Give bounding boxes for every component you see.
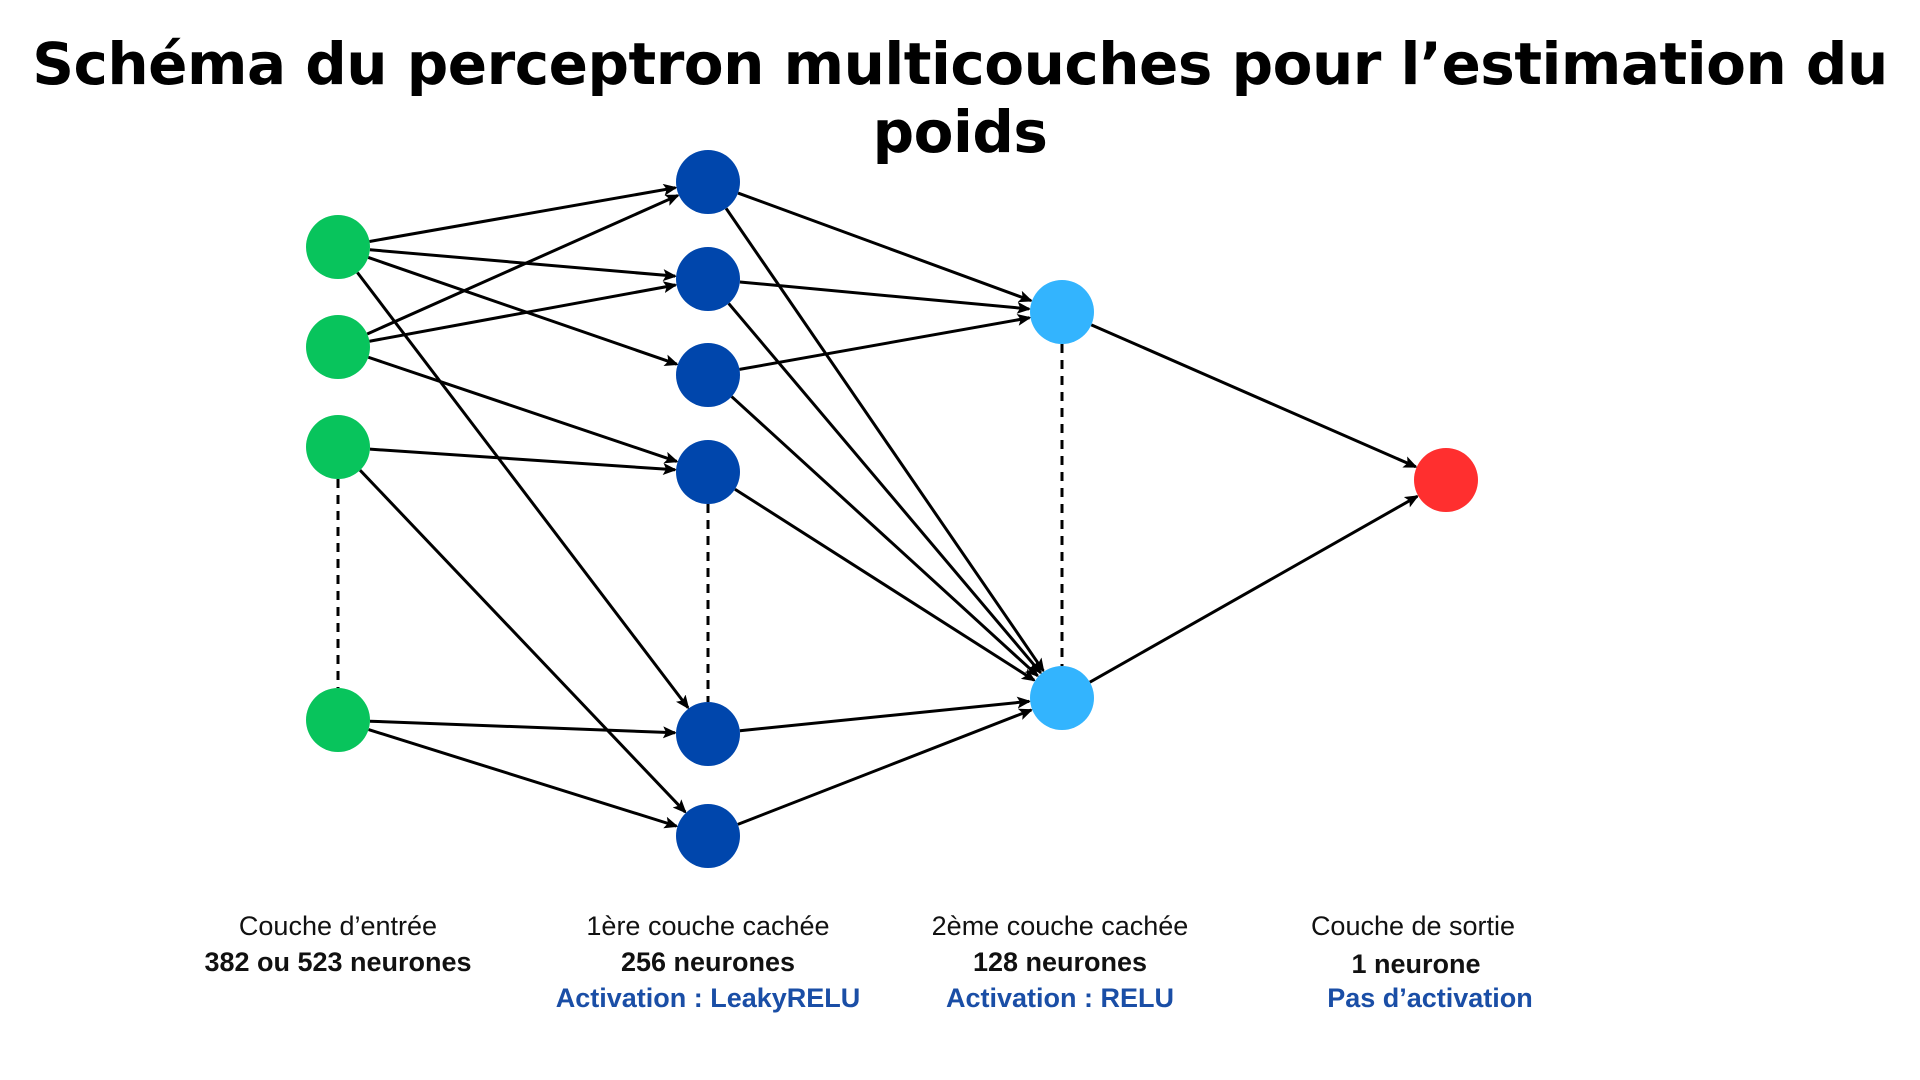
neurons-group [306,150,1478,868]
connection-arrow-hidden2-1-to-output-1 [1090,323,1418,469]
hidden1-neuron-6 [676,804,740,868]
input-layer-label: Couche d’entrée 382 ou 523 neurones [128,908,548,980]
connection-arrow-input-1-to-hidden1-3 [367,256,679,366]
connection-arrow-input-1-to-hidden1-5 [356,271,690,710]
hidden1-neuron-5 [676,702,740,766]
connection-arrow-input-2-to-hidden1-2 [369,281,678,343]
hidden1-layer-name: 1ère couche cachée [586,911,830,941]
connection-arrow-hidden1-3-to-hidden2-1 [739,313,1032,371]
connections-group [356,183,1420,829]
output-neuron-1 [1414,448,1478,512]
connection-arrow-input-4-to-hidden1-5 [369,719,678,739]
connection-arrow-input-2-to-hidden1-4 [367,355,679,464]
hidden2-neuron-2 [1030,666,1094,730]
connection-arrow-input-4-to-hidden1-6 [368,728,679,829]
hidden1-neuron-1 [676,150,740,214]
connection-arrow-hidden1-3-to-hidden2-2 [730,395,1040,678]
connection-arrow-input-3-to-hidden1-6 [358,469,687,814]
hidden1-neuron-4 [676,440,740,504]
connection-arrow-hidden2-2-to-output-1 [1089,494,1420,684]
connection-arrow-hidden1-1-to-hidden2-1 [737,191,1033,303]
hidden1-neuron-2 [676,247,740,311]
hidden1-layer-count: 256 neurones [620,947,796,977]
connection-arrow-hidden1-5-to-hidden2-2 [739,696,1032,733]
hidden1-layer-label: 1ère couche cachée 256 neurones Activati… [498,908,918,1016]
input-neuron-3 [306,415,370,479]
ellipsis-group [336,344,1064,702]
connection-arrow-input-1-to-hidden1-1 [369,183,678,243]
output-layer-count: 1 neurone [1351,949,1481,979]
input-neuron-1 [306,215,370,279]
connection-arrow-hidden1-6-to-hidden2-2 [737,708,1034,826]
connection-arrow-input-3-to-hidden1-4 [369,447,678,475]
input-neuron-4 [306,688,370,752]
connection-arrow-hidden1-2-to-hidden2-1 [739,280,1032,314]
input-layer-count: 382 ou 523 neurones [204,947,472,977]
output-layer-label: Couche de sortie 1 neurone Pas d’activat… [1203,908,1623,1016]
input-neuron-2 [306,315,370,379]
hidden2-neuron-1 [1030,280,1094,344]
output-layer-activation: Pas d’activation [1327,983,1533,1013]
hidden1-neuron-3 [676,343,740,407]
connection-arrow-hidden1-4-to-hidden2-2 [734,487,1036,682]
connection-arrow-hidden1-1-to-hidden2-2 [724,207,1045,673]
hidden1-layer-activation: Activation : LeakyRELU [555,983,861,1013]
connection-arrow-input-2-to-hidden1-1 [366,194,680,336]
diagram-title: Schéma du perceptron multicouches pour l… [32,30,1888,166]
hidden2-layer-label: 2ème couche cachée 128 neurones Activati… [850,908,1270,1016]
output-layer-name: Couche de sortie [1310,911,1516,941]
input-layer-name: Couche d’entrée [238,911,438,941]
hidden2-layer-count: 128 neurones [972,947,1148,977]
connection-arrow-hidden1-2-to-hidden2-2 [727,302,1042,675]
hidden2-layer-name: 2ème couche cachée [931,911,1189,941]
hidden2-layer-activation: Activation : RELU [945,983,1174,1013]
connection-arrow-input-1-to-hidden1-2 [369,248,678,282]
